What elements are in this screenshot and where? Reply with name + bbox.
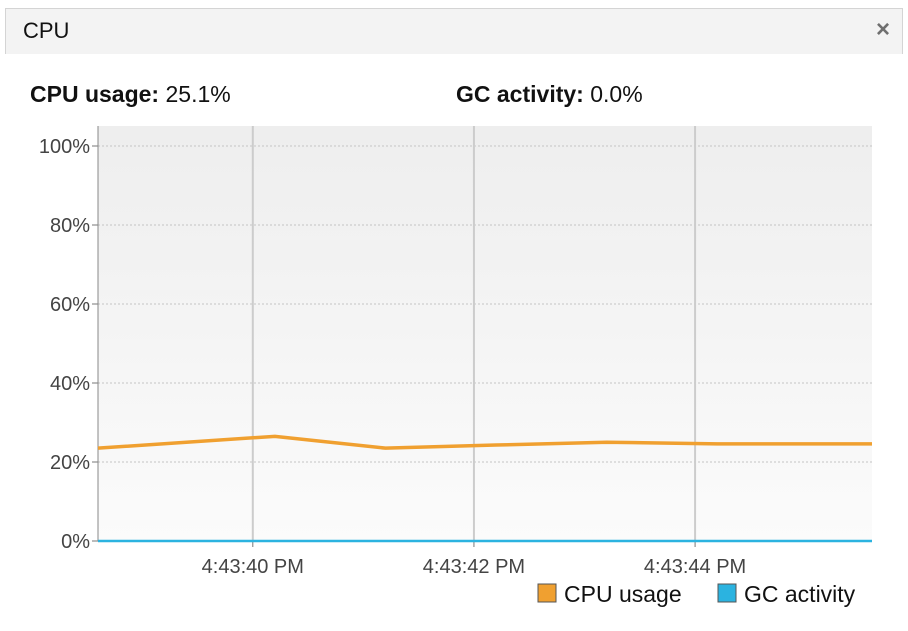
x-tick-label: 4:43:40 PM [202,556,304,578]
legend-label: CPU usage [564,581,682,607]
stats-row: CPU usage: 25.1% GC activity: 0.0% [0,80,908,110]
y-tick-label: 40% [50,373,90,395]
cpu-usage-stat: CPU usage: 25.1% [30,80,231,108]
y-tick-label: 60% [50,294,90,316]
y-tick-label: 20% [50,452,90,474]
tab-cpu[interactable]: CPU × [5,8,903,54]
y-tick-label: 80% [50,215,90,237]
legend-swatch [717,583,737,603]
y-tick-label: 100% [39,136,90,158]
tab-title: CPU [23,18,70,43]
cpu-usage-value: 25.1% [165,81,231,107]
legend-label: GC activity [744,581,856,607]
x-tick-label: 4:43:42 PM [423,556,525,578]
x-tick-label: 4:43:44 PM [644,556,746,578]
gc-activity-value: 0.0% [590,81,643,107]
gc-activity-stat: GC activity: 0.0% [456,80,643,108]
tab-bar: CPU × [0,0,908,56]
y-tick-label: 0% [61,531,90,553]
legend-swatch [537,583,557,603]
gc-activity-label: GC activity: [456,81,584,107]
cpu-chart: 0% 20% 40% 60% 80% 100% 4:43:40 PM 4:43:42 PM 4:… [0,110,908,626]
cpu-usage-line [97,434,872,450]
plot-area [98,126,872,541]
cpu-usage-label: CPU usage: [30,81,160,107]
close-icon[interactable]: × [875,16,890,43]
cpu-chart-svg: 0% 20% 40% 60% 80% 100% 4:43:40 PM 4:43:42 PM 4:… [39,126,872,607]
